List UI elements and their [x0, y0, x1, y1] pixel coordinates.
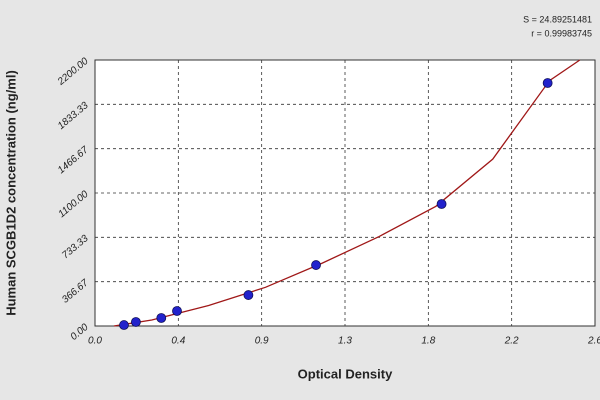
x-tick-label: 2.6: [587, 336, 600, 347]
x-axis-title: Optical Density: [298, 366, 393, 381]
y-tick-label: 1466.67: [56, 144, 91, 176]
annotation: S = 24.89251481: [523, 14, 592, 24]
data-point: [542, 78, 553, 88]
y-tick-label: 1833.33: [56, 100, 91, 132]
data-point: [156, 313, 167, 323]
data-point: [172, 306, 182, 316]
data-point: [131, 317, 141, 327]
x-tick-label: 0.0: [88, 336, 102, 347]
x-tick-label: 2.2: [504, 336, 519, 347]
data-point: [436, 199, 447, 209]
y-axis-title: Human SCGB1D2 concentration (ng/ml): [3, 70, 18, 316]
y-tick-label: 1100.00: [56, 189, 91, 220]
data-point: [119, 320, 129, 330]
x-tick-label: 1.3: [338, 336, 352, 347]
y-tick-label: 733.33: [60, 233, 91, 261]
annotation: r = 0.99983745: [531, 28, 592, 38]
x-tick-label: 0.4: [171, 336, 185, 347]
y-tick-label: 2200.00: [55, 56, 91, 89]
data-point: [243, 290, 254, 300]
x-tick-label: 0.9: [255, 336, 269, 347]
x-tick-label: 1.8: [421, 336, 435, 347]
y-tick-label: 366.67: [60, 277, 91, 305]
data-point: [311, 260, 321, 270]
